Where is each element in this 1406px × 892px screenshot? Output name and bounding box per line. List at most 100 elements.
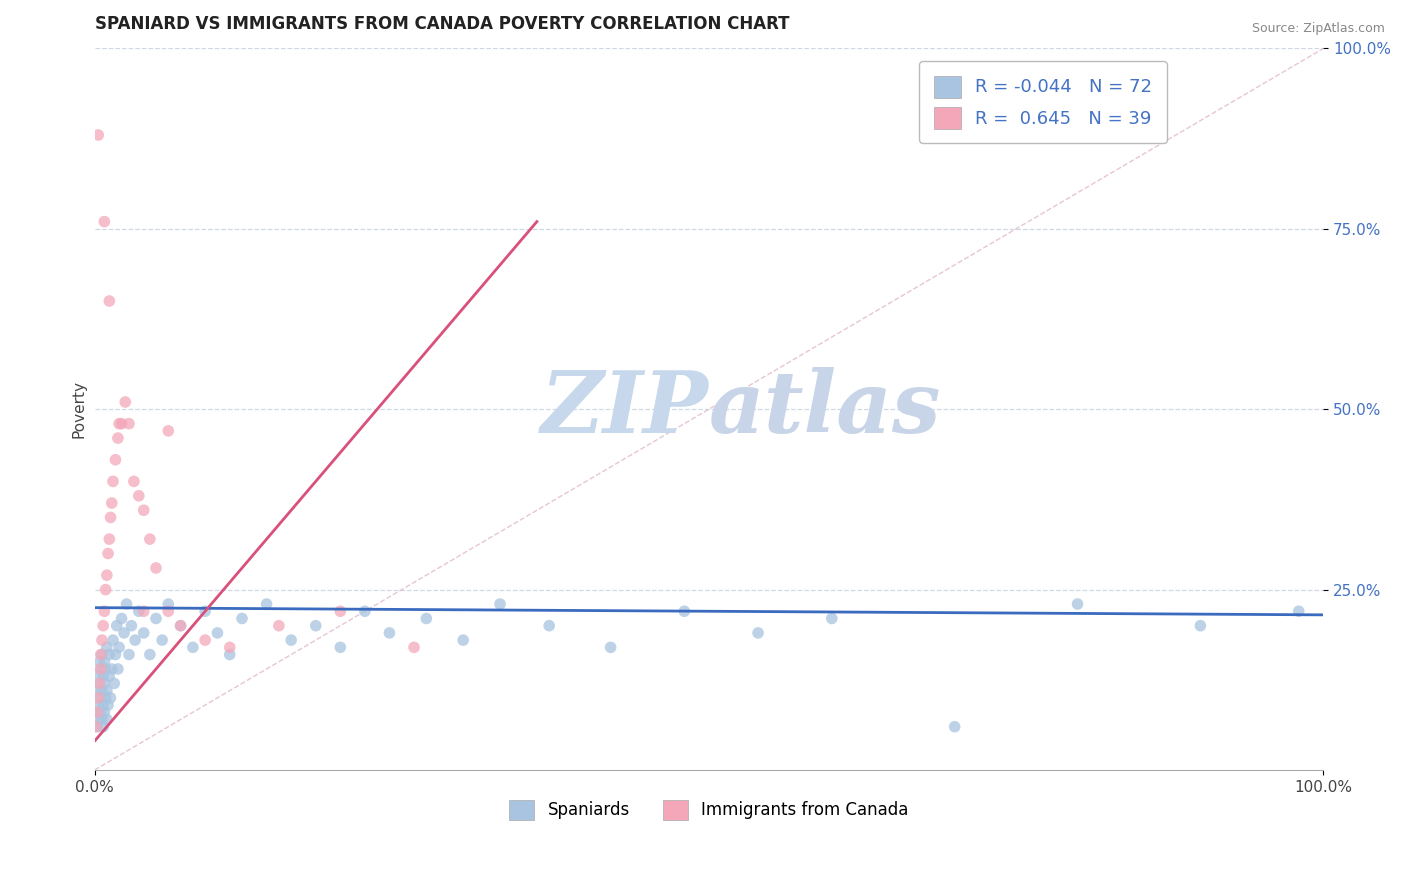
Point xyxy=(305,618,328,632)
Point xyxy=(128,604,150,618)
Legend: Spaniards, Immigrants from Canada: Spaniards, Immigrants from Canada xyxy=(502,793,915,827)
Point xyxy=(91,720,114,734)
Point xyxy=(87,669,110,683)
Point xyxy=(89,655,111,669)
Point xyxy=(87,128,110,142)
Point xyxy=(120,618,142,632)
Point xyxy=(145,611,167,625)
Point xyxy=(112,626,135,640)
Point xyxy=(354,604,377,618)
Point xyxy=(128,489,150,503)
Point xyxy=(169,618,191,632)
Point xyxy=(157,424,180,438)
Point xyxy=(86,683,108,698)
Point xyxy=(599,640,621,655)
Point xyxy=(489,597,512,611)
Point xyxy=(1189,618,1212,632)
Point xyxy=(97,698,120,712)
Point xyxy=(94,582,117,597)
Point xyxy=(91,683,114,698)
Point xyxy=(91,633,114,648)
Point xyxy=(108,417,131,431)
Point xyxy=(100,496,122,510)
Point xyxy=(91,648,114,662)
Point xyxy=(194,604,217,618)
Point xyxy=(378,626,401,640)
Point xyxy=(104,452,127,467)
Point xyxy=(415,611,437,625)
Text: ZIP: ZIP xyxy=(541,368,709,451)
Point xyxy=(87,698,110,712)
Point xyxy=(91,713,114,727)
Point xyxy=(98,669,121,683)
Point xyxy=(91,618,114,632)
Point xyxy=(84,720,107,734)
Point xyxy=(96,640,118,655)
Point xyxy=(821,611,844,625)
Point xyxy=(86,706,108,720)
Point xyxy=(96,568,118,582)
Point xyxy=(94,690,117,705)
Point xyxy=(107,662,129,676)
Point xyxy=(118,648,141,662)
Point xyxy=(451,633,474,648)
Point xyxy=(100,662,122,676)
Point xyxy=(110,611,132,625)
Point xyxy=(90,706,112,720)
Point xyxy=(101,475,124,489)
Point xyxy=(103,676,125,690)
Point xyxy=(89,676,111,690)
Point xyxy=(218,648,240,662)
Point xyxy=(329,604,352,618)
Point xyxy=(114,395,136,409)
Point xyxy=(98,293,121,308)
Point xyxy=(86,720,108,734)
Point xyxy=(90,648,112,662)
Point xyxy=(1066,597,1088,611)
Point xyxy=(280,633,302,648)
Point xyxy=(207,626,229,640)
Point xyxy=(150,633,173,648)
Point xyxy=(267,618,290,632)
Point xyxy=(84,706,107,720)
Point xyxy=(96,713,118,727)
Point xyxy=(98,532,121,546)
Point xyxy=(132,604,155,618)
Point xyxy=(132,503,155,517)
Point xyxy=(89,713,111,727)
Point xyxy=(157,604,180,618)
Point xyxy=(139,648,162,662)
Point xyxy=(93,214,115,228)
Point xyxy=(181,640,204,655)
Point xyxy=(101,633,124,648)
Point xyxy=(118,417,141,431)
Point xyxy=(93,706,115,720)
Point xyxy=(89,676,111,690)
Text: atlas: atlas xyxy=(709,368,942,451)
Point xyxy=(87,690,110,705)
Point xyxy=(100,690,122,705)
Point xyxy=(105,618,128,632)
Point xyxy=(90,662,112,676)
Point xyxy=(104,648,127,662)
Point xyxy=(139,532,162,546)
Point xyxy=(329,640,352,655)
Point xyxy=(97,547,120,561)
Point xyxy=(94,662,117,676)
Point xyxy=(110,417,132,431)
Point xyxy=(157,597,180,611)
Point xyxy=(93,655,115,669)
Point xyxy=(402,640,425,655)
Point xyxy=(145,561,167,575)
Point xyxy=(90,690,112,705)
Point xyxy=(132,626,155,640)
Point xyxy=(108,640,131,655)
Point xyxy=(115,597,138,611)
Point xyxy=(93,676,115,690)
Point xyxy=(96,683,118,698)
Point xyxy=(91,669,114,683)
Y-axis label: Poverty: Poverty xyxy=(72,380,86,438)
Point xyxy=(747,626,769,640)
Point xyxy=(124,633,146,648)
Point xyxy=(107,431,129,445)
